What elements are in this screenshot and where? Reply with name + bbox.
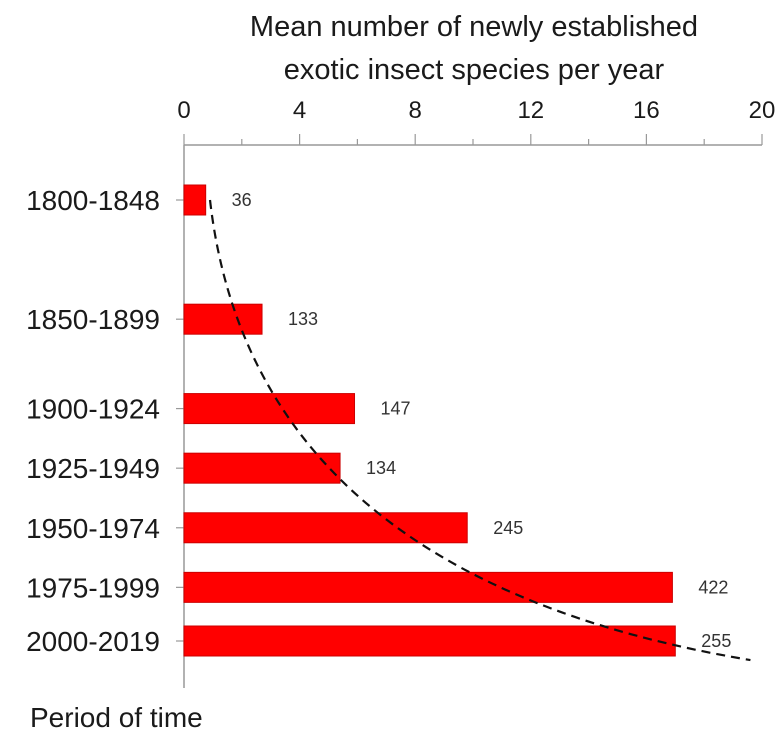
x-tick-label: 12: [517, 97, 544, 124]
bar: [183, 184, 207, 216]
y-axis: 1800-1848 1850-1899 1900-1924 1925-1949 1950…: [26, 145, 185, 688]
chart-title-line-1: Mean number of newly established: [250, 11, 698, 43]
x-axis: 0 4 8 12 16 20: [177, 97, 776, 146]
y-tick-label: 1975-1999: [26, 572, 160, 603]
bar: [183, 393, 356, 425]
trend-line: [208, 199, 751, 662]
chart-title-line-2: exotic insect species per year: [284, 54, 665, 86]
data-label: 134: [366, 458, 396, 478]
bar: [183, 625, 676, 657]
x-tick-label: 20: [749, 97, 776, 124]
bar: [183, 452, 341, 484]
bar: [183, 303, 263, 335]
bar: [183, 571, 673, 603]
y-axis-label: Period of time: [30, 702, 203, 730]
data-label: 147: [381, 399, 411, 419]
data-label: 255: [701, 631, 731, 651]
data-label: 245: [493, 518, 523, 538]
y-tick-label: 1925-1949: [26, 453, 160, 484]
x-tick-label: 16: [633, 97, 660, 124]
x-tick-label: 4: [293, 97, 306, 124]
y-tick-label: 1800-1848: [26, 185, 160, 216]
bars: [183, 184, 676, 657]
y-tick-label: 2000-2019: [26, 626, 160, 657]
y-tick-label: 1950-1974: [26, 513, 160, 544]
data-label: 133: [288, 309, 318, 329]
bar: [183, 512, 468, 544]
data-labels: 36 133 147 134 245 422 255: [232, 190, 732, 651]
y-tick-label: 1900-1924: [26, 394, 160, 425]
x-tick-label: 8: [409, 97, 422, 124]
x-tick-label: 0: [177, 97, 190, 124]
y-tick-label: 1850-1899: [26, 304, 160, 335]
data-label: 36: [232, 190, 252, 210]
data-label: 422: [698, 577, 728, 597]
